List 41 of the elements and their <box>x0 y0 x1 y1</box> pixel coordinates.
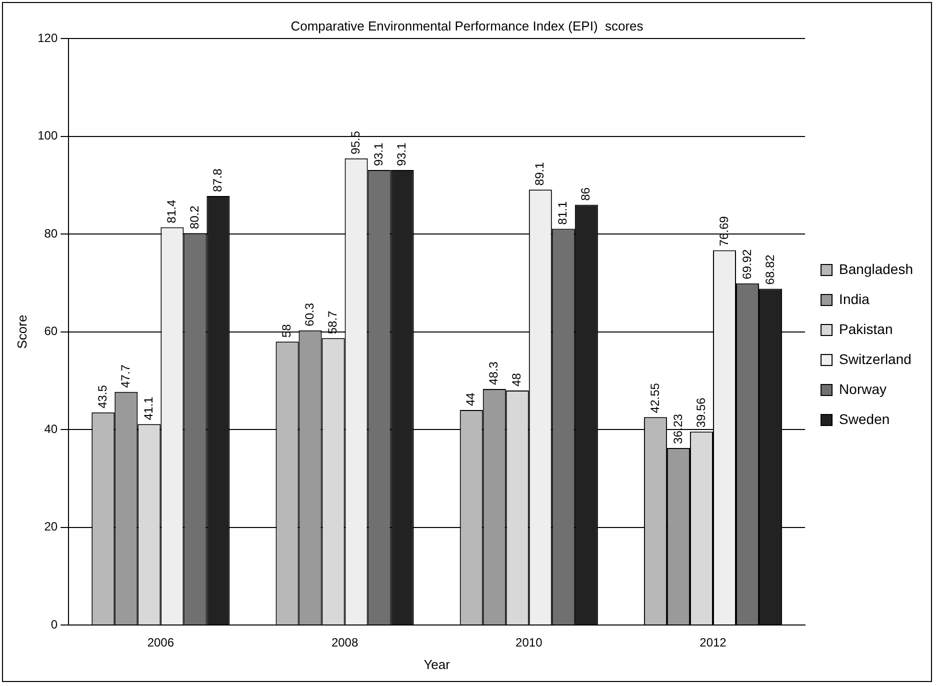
data-label: 69.92 <box>740 248 754 280</box>
data-label: 81.4 <box>164 200 178 224</box>
legend-label: Pakistan <box>839 320 893 337</box>
y-tick-label: 120 <box>38 30 58 45</box>
data-label: 44 <box>464 392 478 406</box>
y-tick-label: 0 <box>50 617 58 632</box>
x-axis-title: Year <box>424 656 451 672</box>
data-label: 93.1 <box>394 142 409 166</box>
legend-label: Switzerland <box>839 350 912 367</box>
y-tick-label: 20 <box>44 520 58 534</box>
data-label: 41.1 <box>141 396 156 420</box>
legend-label: India <box>839 290 870 307</box>
x-tick-label: 2006 <box>147 636 174 650</box>
data-label: 60.3 <box>302 302 317 326</box>
data-label: 93.1 <box>372 142 386 166</box>
legend-label: Sweden <box>839 410 890 427</box>
y-tick-label: 40 <box>44 422 58 436</box>
data-label: 68.82 <box>762 254 777 285</box>
y-axis-title: Score <box>14 314 30 349</box>
data-label: 39.56 <box>694 397 708 428</box>
data-label: 80.2 <box>188 205 202 230</box>
data-label: 48 <box>510 372 524 386</box>
data-label: 76.69 <box>716 216 731 246</box>
data-label: 89.1 <box>532 162 547 186</box>
chart-title: Comparative Environmental Performance Index (EPI) scores <box>290 18 644 34</box>
data-label: 86 <box>578 187 593 201</box>
legend-label: Norway <box>839 380 887 397</box>
data-label: 42.55 <box>648 382 662 414</box>
x-tick-label: 2008 <box>331 636 358 650</box>
data-label: 36.23 <box>670 414 685 444</box>
data-label: 47.7 <box>118 364 132 388</box>
y-tick-label: 80 <box>44 226 58 240</box>
data-label: 81.1 <box>556 201 570 225</box>
data-label: 87.8 <box>210 168 225 192</box>
y-tick-label: 60 <box>44 324 58 338</box>
data-label: 48.3 <box>486 361 501 385</box>
x-tick-label: 2012 <box>700 636 727 650</box>
y-tick-label: 100 <box>38 128 58 143</box>
legend-label: Bangladesh <box>839 260 913 277</box>
data-label: 43.5 <box>95 384 110 408</box>
x-tick-label: 2010 <box>516 636 543 650</box>
